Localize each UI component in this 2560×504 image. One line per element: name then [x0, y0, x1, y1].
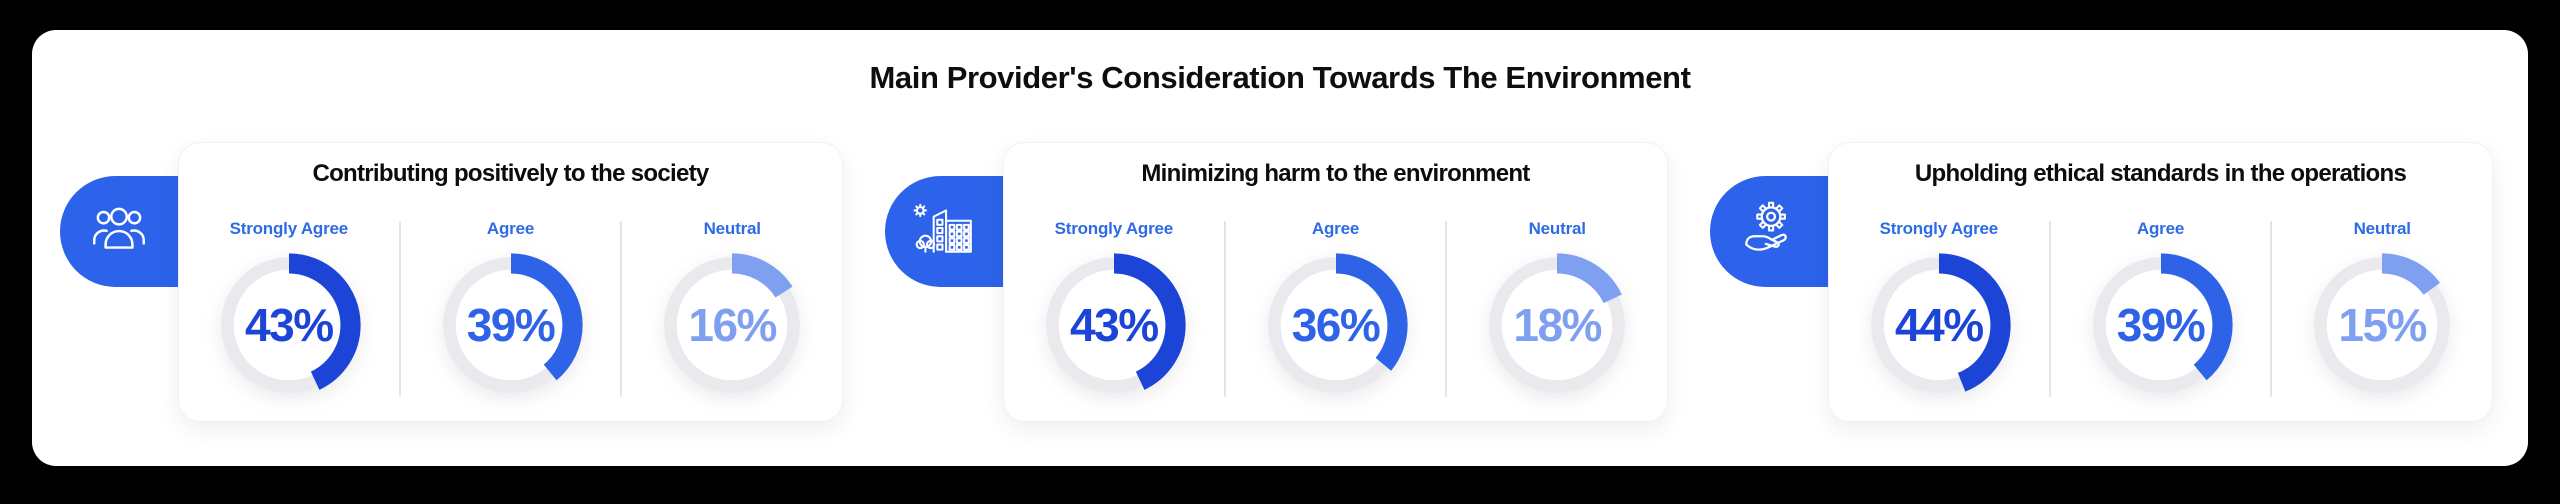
donut-percent-value: 43% [245, 299, 334, 351]
page-title: Main Provider's Consideration Towards Th… [869, 60, 1691, 95]
donut-percent-value: 36% [1291, 299, 1381, 351]
donut-chart: 39% [436, 250, 586, 400]
donut-chart: 15% [2307, 250, 2457, 400]
donut-column: Agree 39% [2051, 219, 2271, 400]
donut-ring [2310, 253, 2454, 397]
column-divider [398, 221, 401, 397]
donut-ring [1042, 253, 1186, 397]
donut-category-label: Strongly Agree [229, 219, 349, 238]
donut-chart: 43% [1039, 250, 1189, 400]
donut-chart: 39% [2086, 250, 2236, 400]
stat-card: Minimizing harm to the environment Stron… [1003, 142, 1668, 422]
donut-percent-value: 16% [688, 299, 777, 351]
donut-ring [1867, 253, 2011, 397]
donuts-row: Strongly Agree 43% Agree 36% Neutral 18 [1004, 219, 1667, 400]
donut-column: Agree 39% [401, 219, 621, 400]
donut-category-label: Strongly Agree [1054, 219, 1174, 238]
donut-chart: 44% [1864, 250, 2014, 400]
donut-ring [217, 253, 361, 397]
donut-category-label: Strongly Agree [1879, 219, 1999, 238]
donut-ring [1263, 253, 1408, 397]
donut-category-label: Neutral [703, 219, 761, 238]
donut-column: Strongly Agree 44% [1829, 219, 2049, 400]
donut-ring [660, 253, 804, 397]
donut-column: Neutral 15% [2272, 219, 2492, 400]
column-divider [620, 221, 623, 397]
eco-building-icon [911, 200, 977, 263]
donut-ring [438, 253, 583, 397]
stat-card-group: Minimizing harm to the environment Stron… [885, 142, 1668, 422]
stat-card-group: Upholding ethical standards in the opera… [1710, 142, 2493, 422]
donut-column: Agree 36% [1226, 219, 1446, 400]
stat-card: Contributing positively to the society S… [178, 142, 843, 422]
card-title: Minimizing harm to the environment [1141, 160, 1530, 187]
donut-category-label: Neutral [2353, 219, 2411, 238]
column-divider [1223, 221, 1226, 397]
donut-percent-value: 39% [2116, 299, 2206, 351]
donut-ring [1485, 253, 1629, 397]
donut-percent-value: 44% [1895, 299, 1984, 351]
donut-chart: 36% [1261, 250, 1411, 400]
donut-chart: 18% [1482, 250, 1632, 400]
donut-column: Neutral 18% [1447, 219, 1667, 400]
stat-card: Upholding ethical standards in the opera… [1828, 142, 2493, 422]
donut-category-label: Agree [486, 219, 535, 238]
donut-percent-value: 39% [466, 299, 556, 351]
column-divider [1445, 221, 1448, 397]
donut-column: Neutral 16% [622, 219, 842, 400]
donut-column: Strongly Agree 43% [1004, 219, 1224, 400]
donut-chart: 43% [214, 250, 364, 400]
donut-percent-value: 15% [2338, 299, 2427, 351]
donuts-row: Strongly Agree 44% Agree 39% Neutral 15 [1829, 219, 2492, 400]
column-divider [2270, 221, 2273, 397]
stat-card-group: Contributing positively to the society S… [60, 142, 843, 422]
donut-category-label: Agree [1311, 219, 1360, 238]
donuts-row: Strongly Agree 43% Agree 39% Neutral 16 [179, 219, 842, 400]
donut-percent-value: 18% [1513, 299, 1602, 351]
card-title: Contributing positively to the society [312, 160, 709, 187]
donut-category-label: Neutral [1528, 219, 1586, 238]
canvas-panel: Main Provider's Consideration Towards Th… [32, 30, 2528, 466]
hand-gear-icon [1736, 200, 1802, 263]
donut-column: Strongly Agree 43% [179, 219, 399, 400]
donut-percent-value: 43% [1070, 299, 1159, 351]
donut-ring [2088, 253, 2233, 397]
column-divider [2048, 221, 2051, 397]
people-group-icon [86, 200, 152, 263]
card-title: Upholding ethical standards in the opera… [1914, 160, 2407, 187]
cards-row: Contributing positively to the society S… [60, 142, 2493, 422]
donut-category-label: Agree [2136, 219, 2185, 238]
donut-chart: 16% [657, 250, 807, 400]
